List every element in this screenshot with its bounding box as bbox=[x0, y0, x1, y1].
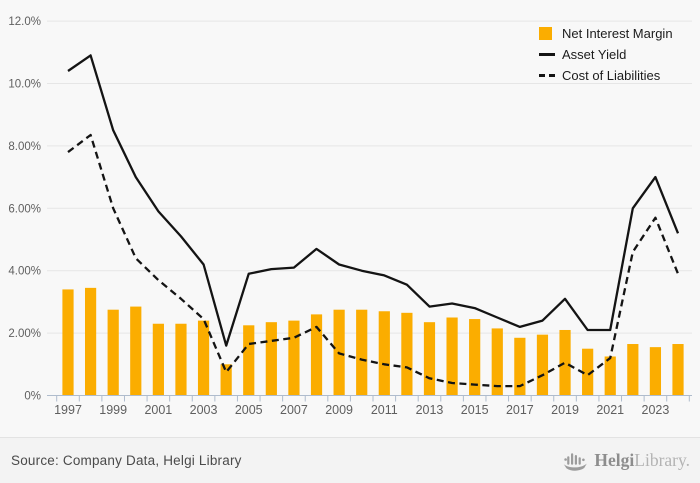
bar-2008 bbox=[310, 314, 323, 396]
x-tick-label: 2015 bbox=[461, 403, 489, 417]
bar-2022 bbox=[627, 344, 639, 396]
logo-text-helgi: Helgi bbox=[594, 449, 635, 470]
x-tick-label: 2011 bbox=[371, 403, 398, 417]
bar-1999 bbox=[107, 309, 119, 396]
asset-yield-line bbox=[67, 54, 680, 347]
bar-2001 bbox=[152, 323, 164, 396]
x-tick-label: 2005 bbox=[235, 403, 263, 417]
y-tick-label: 2.00% bbox=[8, 328, 41, 340]
footer: Source: Company Data, Helgi Library Helg… bbox=[0, 437, 700, 483]
bar-2005 bbox=[243, 325, 255, 396]
x-tick-label: 2017 bbox=[506, 403, 534, 417]
helgi-library-logo[interactable]: HelgiLibrary. bbox=[562, 449, 690, 473]
bar-2002 bbox=[175, 323, 187, 396]
legend-label-asset-yield: Asset Yield bbox=[562, 47, 627, 62]
bar-2012 bbox=[401, 312, 413, 396]
source-text: Source: Company Data, Helgi Library bbox=[11, 453, 242, 468]
x-tick-label: 1999 bbox=[99, 403, 127, 417]
y-tick-label: 8.00% bbox=[8, 141, 41, 153]
x-tick-label: 2003 bbox=[190, 403, 218, 417]
bar-1997 bbox=[62, 289, 74, 396]
net-interest-margin-swatch-icon bbox=[539, 27, 552, 40]
cost-of-liabilities-line bbox=[67, 133, 680, 388]
x-tick-label: 2009 bbox=[325, 403, 353, 417]
logo-text-library: Library. bbox=[634, 449, 690, 470]
helgi-ship-icon bbox=[564, 452, 588, 471]
bar-2024 bbox=[672, 344, 684, 396]
bar-2013 bbox=[423, 322, 436, 396]
legend-label-cost-of-liabilities: Cost of Liabilities bbox=[562, 68, 661, 83]
bar-1998 bbox=[84, 287, 97, 396]
y-tick-label: 4.00% bbox=[8, 266, 41, 278]
x-tick-label: 2021 bbox=[596, 403, 624, 417]
y-tick-label: 12.0% bbox=[8, 16, 41, 28]
legend-item-net-interest-margin: Net Interest Margin bbox=[539, 25, 673, 42]
x-tick-label: 2019 bbox=[551, 403, 579, 417]
y-tick-label: 6.00% bbox=[8, 203, 41, 215]
bar-2000 bbox=[130, 306, 142, 396]
legend-item-cost-of-liabilities: Cost of Liabilities bbox=[539, 67, 673, 84]
y-tick-label: 10.0% bbox=[8, 79, 41, 91]
legend-label-net-interest-margin: Net Interest Margin bbox=[562, 26, 673, 41]
bar-2021 bbox=[604, 356, 616, 396]
bar-2004 bbox=[220, 364, 232, 396]
bar-2007 bbox=[288, 320, 300, 396]
bar-2023 bbox=[649, 347, 662, 396]
legend: Net Interest Margin Asset Yield Cost of … bbox=[539, 25, 673, 84]
bar-2017 bbox=[514, 337, 526, 396]
bar-2003 bbox=[197, 320, 210, 396]
cost-of-liabilities-swatch-icon bbox=[539, 74, 555, 77]
y-tick-label: 0% bbox=[24, 391, 41, 403]
bar-2020 bbox=[582, 348, 594, 396]
x-tick-label: 2013 bbox=[416, 403, 444, 417]
asset-yield-swatch-icon bbox=[539, 53, 555, 56]
x-tick-label: 2007 bbox=[280, 403, 308, 417]
bar-2011 bbox=[378, 311, 390, 396]
x-tick-label: 1997 bbox=[54, 403, 82, 417]
bar-2006 bbox=[265, 322, 277, 396]
bar-2016 bbox=[491, 328, 503, 396]
bar-2014 bbox=[446, 317, 458, 396]
bar-2019 bbox=[559, 329, 571, 396]
bar-2010 bbox=[356, 309, 368, 396]
bar-2015 bbox=[469, 319, 481, 396]
x-tick-label: 2023 bbox=[642, 403, 670, 417]
chart-svg: 0% 2.00% 4.00% 6.00% 8.00% 10.0% 12.0% 1997 1999… bbox=[8, 16, 692, 417]
legend-item-asset-yield: Asset Yield bbox=[539, 46, 673, 63]
bar-2018 bbox=[536, 334, 549, 396]
x-tick-label: 2001 bbox=[144, 403, 172, 417]
chart-area: 0% 2.00% 4.00% 6.00% 8.00% 10.0% 12.0% 1997 1999… bbox=[8, 16, 692, 417]
